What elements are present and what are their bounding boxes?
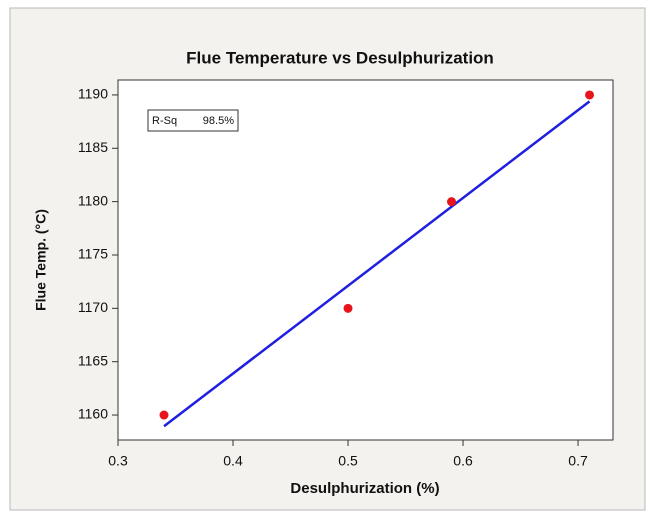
- x-tick-label: 0.4: [223, 453, 243, 469]
- y-tick-label: 1165: [78, 352, 108, 368]
- x-tick-label: 0.6: [453, 453, 473, 469]
- y-tick-label: 1170: [78, 299, 108, 315]
- annotation-value: 98.5%: [203, 115, 234, 127]
- x-tick-label: 0.5: [338, 453, 358, 469]
- fit-line: [163, 100, 591, 428]
- plot-area: [117, 79, 614, 441]
- x-tick-label: 0.7: [568, 453, 588, 469]
- y-tick-label: 1175: [78, 246, 108, 262]
- y-tick-label: 1160: [78, 406, 108, 422]
- point: [585, 90, 595, 100]
- point: [159, 410, 169, 420]
- y-tick-label: 1190: [78, 86, 108, 102]
- y-tick-label: 1180: [78, 192, 108, 208]
- point: [343, 303, 353, 313]
- x-tick-label: 0.3: [108, 453, 128, 469]
- point: [447, 197, 457, 207]
- x-axis-label: Desulphurization (%): [290, 480, 439, 497]
- y-axis-label: Flue Temp. (°C): [33, 209, 49, 311]
- y-tick-label: 1185: [78, 139, 108, 155]
- annotation-box: [147, 109, 239, 132]
- annotation-label: R-Sq: [152, 115, 177, 127]
- chart-title: Flue Temperature vs Desulphurization: [186, 48, 494, 67]
